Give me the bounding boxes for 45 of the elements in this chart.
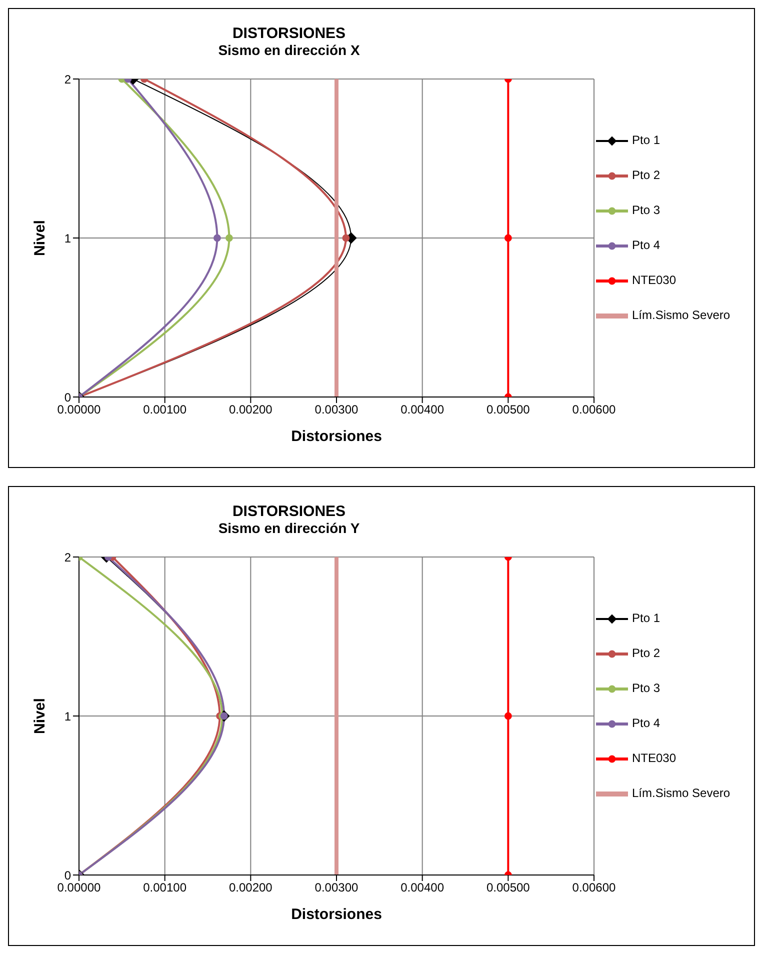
y-axis-title: Nivel	[31, 220, 48, 256]
legend-label: Pto 4	[632, 238, 660, 252]
x-axis-title: Distorsiones	[291, 428, 382, 445]
legend-label: Pto 3	[632, 681, 660, 695]
x-tick-label: 0.00000	[57, 402, 102, 417]
legend-label: Pto 2	[632, 168, 660, 182]
legend-label: Pto 4	[632, 716, 660, 730]
x-tick-label: 0.00500	[486, 880, 530, 895]
y-tick-label: 0	[64, 868, 72, 882]
x-tick-label: 0.00500	[486, 402, 530, 417]
x-tick-label: 0.00300	[314, 880, 359, 895]
y-tick-label: 2	[64, 550, 72, 564]
legend-label: NTE030	[632, 751, 676, 765]
x-tick-label: 0.00600	[572, 880, 616, 895]
x-axis-title: Distorsiones	[291, 906, 382, 923]
x-tick-label: 0.00400	[400, 402, 444, 417]
y-axis-title: Nivel	[31, 698, 48, 734]
point	[504, 234, 512, 242]
point	[226, 234, 233, 242]
legend-label: Pto 3	[632, 203, 660, 217]
point	[504, 712, 512, 720]
y-tick-label: 2	[64, 72, 72, 86]
legend-label: Pto 1	[632, 133, 660, 147]
legend-label: Lím.Sismo Severo	[632, 786, 730, 800]
x-tick-label: 0.00100	[143, 402, 187, 417]
chart-subtitle: Sismo en dirección X	[217, 42, 361, 59]
x-tick-label: 0.00200	[228, 880, 273, 895]
x-tick-label: 0.00300	[314, 402, 359, 417]
chart-title: DISTORSIONES	[231, 503, 347, 520]
chart-subtitle: Sismo en dirección Y	[217, 520, 361, 537]
legend-label: Pto 1	[632, 611, 660, 625]
y-tick-label: 1	[64, 709, 72, 724]
chart-title: DISTORSIONES	[231, 25, 347, 42]
x-tick-label: 0.00100	[143, 880, 187, 895]
y-tick-label: 0	[64, 390, 72, 404]
x-tick-label: 0.00400	[400, 880, 444, 895]
legend-label: Lím.Sismo Severo	[632, 308, 730, 322]
point	[213, 234, 221, 242]
x-tick-label: 0.00200	[228, 402, 273, 417]
legend-label: Pto 2	[632, 646, 660, 660]
legend-label: NTE030	[632, 273, 676, 287]
x-tick-label: 0.00600	[572, 402, 616, 417]
x-tick-label: 0.00000	[57, 880, 102, 895]
point	[342, 234, 350, 242]
y-tick-label: 1	[64, 231, 72, 246]
